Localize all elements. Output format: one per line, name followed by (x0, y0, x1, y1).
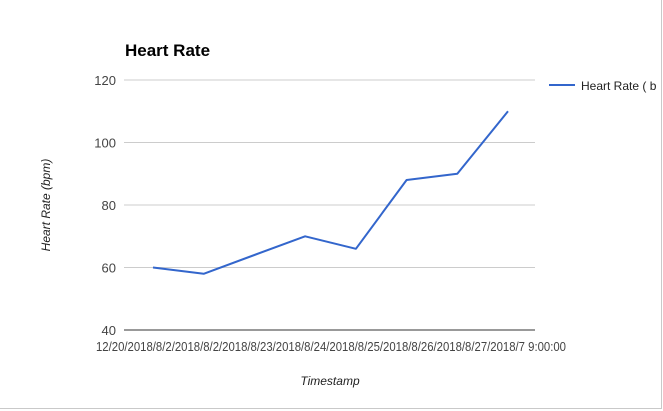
gridlines (124, 79, 535, 331)
data-point[interactable] (352, 245, 360, 253)
y-tick-label: 120 (94, 73, 116, 88)
y-axis-title: Heart Rate (bpm) (39, 159, 53, 252)
y-tick-label: 100 (94, 136, 116, 151)
data-point[interactable] (403, 176, 411, 184)
y-axis-ticks: 40 60 80 100 120 (94, 73, 116, 338)
data-point[interactable] (504, 107, 512, 115)
data-point[interactable] (301, 232, 309, 240)
data-point[interactable] (149, 264, 157, 272)
data-point[interactable] (200, 270, 208, 278)
y-tick-label: 40 (102, 323, 116, 338)
legend[interactable]: Heart Rate ( b (549, 79, 657, 93)
data-point[interactable] (453, 170, 461, 178)
chart-title: Heart Rate (125, 41, 210, 60)
x-axis-tick-labels: 12/20/2018/8/2/2018/8/2/2018/8/23/2018/8… (96, 339, 566, 354)
x-axis-title: Timestamp (300, 374, 360, 388)
series-line-heart-rate[interactable] (152, 110, 509, 275)
legend-label: Heart Rate ( b (581, 79, 657, 93)
data-point[interactable] (250, 251, 258, 259)
y-tick-label: 80 (102, 198, 116, 213)
y-tick-label: 60 (102, 261, 116, 276)
series-layer (149, 107, 512, 278)
